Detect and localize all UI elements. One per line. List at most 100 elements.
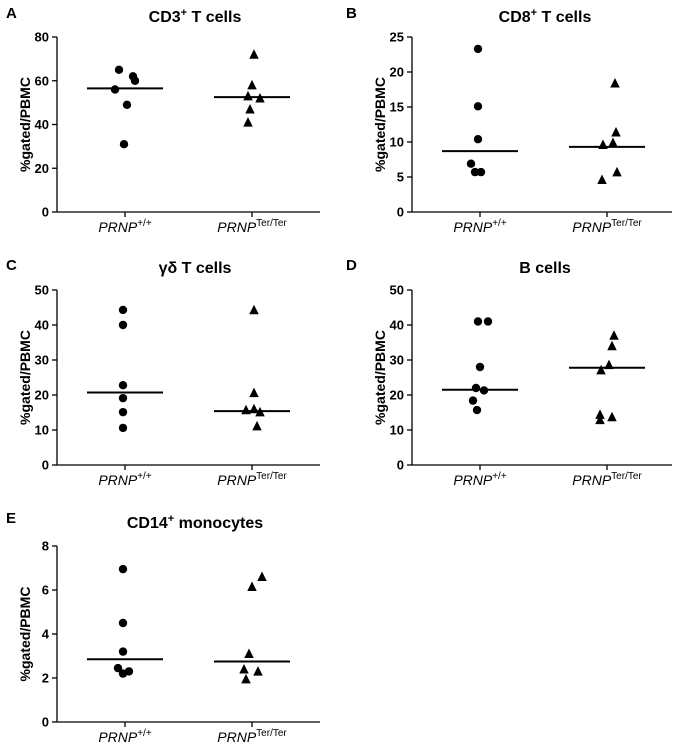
y-tick-label: 2 — [42, 671, 49, 686]
data-point-circle — [124, 667, 134, 676]
y-tick-label: 20 — [390, 65, 404, 80]
data-point-circle — [122, 100, 132, 110]
y-tick-label: 50 — [390, 283, 404, 298]
data-point-circle — [476, 167, 486, 177]
panel-a: A CD3+ T cells %gated/PBMC 0 20 40 60 80 PRNP+/+… — [6, 5, 320, 235]
data-point-circle — [110, 85, 120, 94]
data-point-circle — [483, 317, 493, 326]
data-point-circle — [470, 167, 480, 177]
y-tick-label: 10 — [390, 135, 404, 150]
panel-letter: E — [6, 510, 16, 527]
x-tick-label: PRNPTer/Ter — [217, 218, 287, 235]
data-point-triangle — [597, 174, 607, 185]
chart-title: CD14+ monocytes — [127, 513, 263, 532]
data-point-circle — [466, 159, 476, 168]
data-point-triangle — [607, 340, 617, 351]
data-point-circle — [475, 362, 485, 372]
y-axis-label: %gated/PBMC — [372, 330, 388, 425]
x-tick-label: PRNPTer/Ter — [217, 728, 287, 745]
data-point-circle — [118, 618, 128, 628]
y-tick-label: 10 — [35, 423, 49, 438]
data-point-triangle — [255, 406, 265, 417]
data-point-circle — [468, 396, 478, 405]
data-point-triangle — [612, 166, 622, 177]
panel-letter: A — [6, 5, 17, 22]
data-point-triangle — [596, 364, 606, 375]
y-tick-label: 20 — [35, 388, 49, 403]
data-point-circle — [479, 386, 489, 395]
data-point-triangle — [247, 581, 257, 591]
y-tick-label: 5 — [397, 170, 404, 185]
x-tick-label: PRNPTer/Ter — [572, 471, 642, 488]
panel-d: D B cells %gated/PBMC 0 10 20 30 40 50 PRNP+/+ PRN… — [346, 257, 672, 488]
data-point-triangle — [598, 139, 608, 150]
data-point-triangle — [241, 404, 251, 415]
panel-letter: D — [346, 257, 357, 274]
chart-title: B cells — [519, 260, 571, 277]
y-tick-label: 40 — [390, 318, 404, 333]
data-point-triangle — [255, 93, 265, 103]
y-axis-label: %gated/PBMC — [17, 330, 33, 425]
y-tick-label: 0 — [397, 205, 404, 220]
data-point-circle — [473, 102, 483, 111]
x-tick-label: PRNPTer/Ter — [572, 218, 642, 235]
data-point-triangle — [244, 648, 254, 659]
y-tick-label: 4 — [42, 627, 50, 642]
data-point-triangle — [249, 387, 259, 398]
y-axis-label: %gated/PBMC — [17, 77, 33, 172]
y-tick-label: 20 — [390, 388, 404, 403]
chart-title: CD8+ T cells — [499, 7, 592, 26]
y-tick-label: 0 — [42, 458, 49, 473]
data-point-circle — [118, 423, 128, 433]
data-point-triangle — [609, 330, 619, 340]
y-tick-label: 30 — [390, 353, 404, 368]
x-tick-label: PRNPTer/Ter — [217, 471, 287, 488]
data-point-triangle — [249, 304, 259, 315]
data-point-circle — [118, 320, 128, 330]
data-point-triangle — [245, 103, 255, 114]
y-tick-label: 25 — [390, 30, 404, 45]
y-tick-label: 80 — [35, 30, 49, 45]
data-point-circle — [118, 381, 128, 390]
x-tick-label: PRNP+/+ — [98, 728, 152, 745]
data-point-triangle — [257, 571, 267, 582]
data-point-triangle — [611, 126, 621, 137]
y-tick-label: 6 — [42, 583, 49, 598]
data-point-triangle — [243, 117, 253, 127]
data-point-circle — [118, 647, 128, 656]
data-point-circle — [471, 383, 481, 393]
data-point-circle — [113, 663, 123, 673]
data-point-triangle — [608, 137, 618, 147]
data-point-circle — [118, 407, 128, 417]
y-tick-label: 50 — [35, 283, 49, 298]
panel-b: B CD8+ T cells %gated/PBMC 0 5 10 15 20 25 PRNP+/… — [346, 5, 672, 235]
data-point-triangle — [247, 79, 257, 90]
data-point-triangle — [604, 359, 614, 370]
data-point-circle — [119, 139, 129, 149]
data-point-triangle — [610, 77, 620, 88]
y-tick-label: 8 — [42, 539, 49, 554]
y-axis-label: %gated/PBMC — [372, 77, 388, 172]
data-point-circle — [473, 317, 483, 326]
data-point-circle — [118, 564, 128, 574]
data-point-triangle — [241, 673, 251, 684]
data-point-triangle — [249, 49, 259, 59]
data-point-triangle — [253, 666, 263, 676]
panel-e: E CD14+ monocytes %gated/PBMC 0 2 4 6 8 PRNP+/+ P… — [6, 510, 320, 745]
y-tick-label: 40 — [35, 318, 49, 333]
y-tick-label: 0 — [42, 715, 49, 730]
data-point-triangle — [249, 403, 259, 414]
data-point-circle — [118, 393, 128, 403]
chart-title: CD3+ T cells — [149, 7, 242, 26]
y-tick-label: 20 — [35, 161, 49, 176]
data-point-circle — [473, 44, 483, 54]
x-tick-label: PRNP+/+ — [98, 218, 152, 235]
chart-title: γδ T cells — [159, 260, 232, 277]
data-point-triangle — [595, 414, 605, 425]
panel-letter: B — [346, 5, 357, 22]
data-point-circle — [130, 76, 140, 85]
x-tick-label: PRNP+/+ — [453, 471, 507, 488]
data-point-circle — [473, 135, 483, 144]
